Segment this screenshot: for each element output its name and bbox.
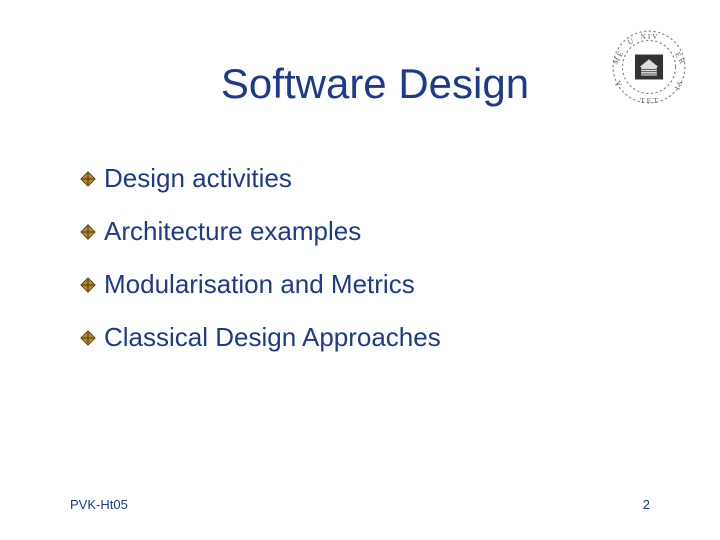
svg-text:T E T: T E T (640, 96, 658, 105)
list-item: Architecture examples (80, 216, 650, 247)
bullet-icon (80, 330, 96, 346)
bullet-list: Design activities Architecture examples (80, 163, 650, 353)
footer-left: PVK-Ht05 (70, 497, 128, 512)
svg-text:S I: S I (672, 79, 684, 91)
slide: N I V E R S I T E T Å M E U Software Des… (0, 0, 720, 540)
list-item: Design activities (80, 163, 650, 194)
bullet-icon (80, 224, 96, 240)
svg-text:N I V: N I V (640, 32, 658, 41)
list-item: Classical Design Approaches (80, 322, 650, 353)
slide-title: Software Design (100, 60, 650, 108)
university-logo: N I V E R S I T E T Å M E U (610, 28, 688, 106)
svg-text:Å: Å (613, 79, 624, 88)
bullet-text: Design activities (104, 163, 292, 194)
bullet-text: Architecture examples (104, 216, 361, 247)
bullet-text: Classical Design Approaches (104, 322, 441, 353)
bullet-icon (80, 171, 96, 187)
bullet-text: Modularisation and Metrics (104, 269, 415, 300)
page-number: 2 (643, 497, 650, 512)
list-item: Modularisation and Metrics (80, 269, 650, 300)
slide-title-text: Software Design (221, 60, 529, 107)
bullet-icon (80, 277, 96, 293)
